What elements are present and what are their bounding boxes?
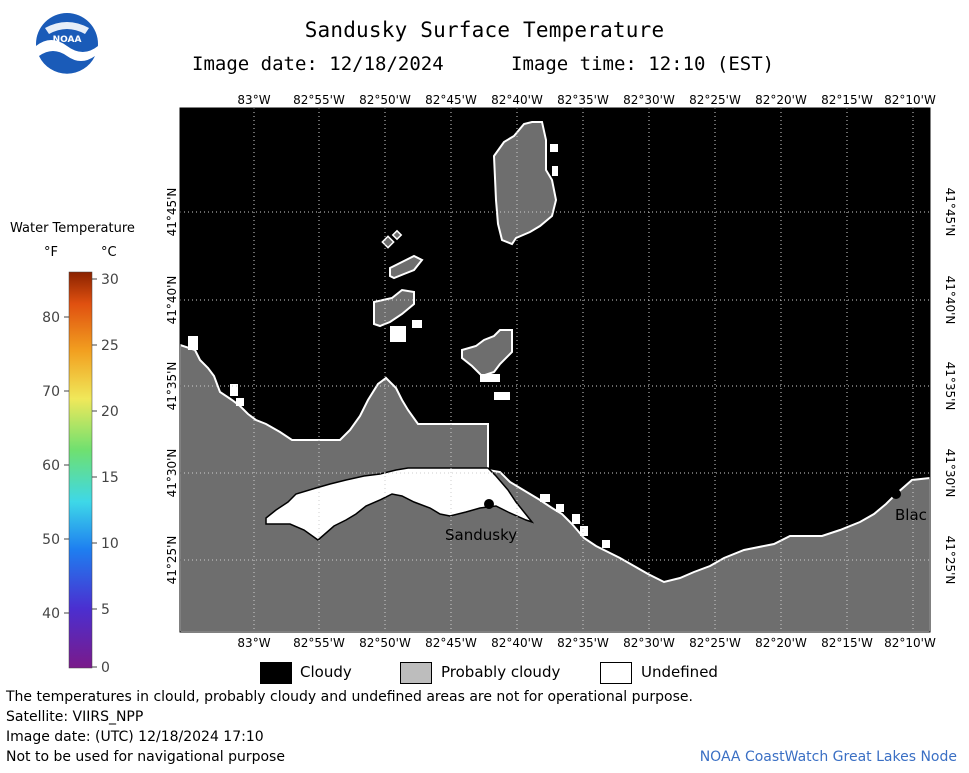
lat-label: 41°25'N [943,536,957,585]
lon-label: 82°35'W [557,93,609,107]
lon-label: 82°10'W [884,93,936,107]
f-tick: 70 [42,384,60,400]
temperature-colorbar [68,271,93,669]
lon-label: 82°50'W [359,636,411,650]
undefined-area [265,467,535,541]
legend-cloudy: Cloudy [300,663,352,681]
f-tick: 40 [42,606,60,622]
lat-labels-left: 41°45'N 41°40'N 41°35'N 41°30'N 41°25'N [165,188,179,585]
lon-label: 82°15'W [821,93,873,107]
lon-label: 82°35'W [557,636,609,650]
lat-label: 41°30'N [943,449,957,498]
lon-label: 82°25'W [689,636,741,650]
image-date: Image date: 12/18/2024 [192,53,444,75]
lon-label: 82°45'W [425,636,477,650]
sandusky-marker [484,499,494,509]
lon-label: 83°W [237,636,270,650]
lat-label: 41°30'N [165,449,179,498]
lat-label: 41°45'N [943,188,957,237]
lat-label: 41°40'N [943,276,957,325]
c-ticks: 30 25 20 15 10 5 0 [101,272,119,676]
legend-probably-cloudy: Probably cloudy [441,663,561,681]
legend-undefined: Undefined [641,663,718,681]
cloud-patch-north [492,121,558,246]
satellite: Satellite: VIIRS_NPP [6,709,144,725]
f-tick: 80 [42,310,60,326]
nav-warning: Not to be used for navigational purpose [6,749,285,765]
lon-label: 82°10'W [884,636,936,650]
probably-cloudy-coast [180,343,930,632]
legend-probably-cloudy-swatch [400,662,432,684]
scale-title: Water Temperature [10,221,135,236]
c-tick: 10 [101,536,119,552]
f-tick: 50 [42,532,60,548]
utc-date: Image date: (UTC) 12/18/2024 17:10 [6,729,264,745]
lon-labels-bottom: 83°W 82°55'W 82°50'W 82°45'W 82°40'W 82°… [237,636,936,650]
lon-label: 82°15'W [821,636,873,650]
lon-label: 82°40'W [491,636,543,650]
lon-label: 82°30'W [623,93,675,107]
image-time: Image time: 12:10 (EST) [511,53,775,75]
c-tick: 0 [101,660,110,676]
f-ticks: 80 70 60 50 40 [42,310,60,622]
blac-marker [891,489,901,499]
lat-label: 41°35'N [165,362,179,411]
lon-label: 83°W [237,93,270,107]
graticule [180,108,930,632]
place-blac: Blac [895,506,927,524]
cloud-patch-small [389,254,424,280]
lon-label: 82°55'W [293,636,345,650]
lon-label: 82°40'W [491,93,543,107]
c-tick: 25 [101,338,119,354]
c-tick: 20 [101,404,119,420]
legend-undefined-swatch [600,662,632,684]
lat-label: 41°25'N [165,536,179,585]
credit: NOAA CoastWatch Great Lakes Node [699,749,957,765]
lon-label: 82°25'W [689,93,741,107]
lon-label: 82°50'W [359,93,411,107]
lon-labels-top: 83°W 82°55'W 82°50'W 82°45'W 82°40'W 82°… [237,93,936,107]
lon-label: 82°20'W [755,93,807,107]
lon-label: 82°55'W [293,93,345,107]
f-tick: 60 [42,458,60,474]
map-title: Sandusky Surface Temperature [304,18,665,42]
c-tick-marks [92,278,97,668]
place-sandusky: Sandusky [445,526,517,544]
unit-f: °F [44,245,58,260]
lat-labels-right: 41°45'N 41°40'N 41°35'N 41°30'N 41°25'N [943,188,957,585]
lat-label: 41°40'N [165,276,179,325]
noaa-logo: NOAA [36,13,98,76]
logo-text: NOAA [53,35,82,45]
disclaimer: The temperatures in clould, probably clo… [6,689,693,705]
lon-label: 82°45'W [425,93,477,107]
cloud-patch-west [373,288,415,328]
lon-label: 82°30'W [623,636,675,650]
unit-c: °C [101,245,117,260]
c-tick: 15 [101,470,119,486]
c-tick: 30 [101,272,119,288]
lat-label: 41°45'N [165,188,179,237]
legend-cloudy-swatch [260,662,292,684]
lon-label: 82°20'W [755,636,807,650]
f-tick-marks [64,316,69,614]
lat-label: 41°35'N [943,362,957,411]
c-tick: 5 [101,602,110,618]
cloud-patch-island [461,329,513,378]
